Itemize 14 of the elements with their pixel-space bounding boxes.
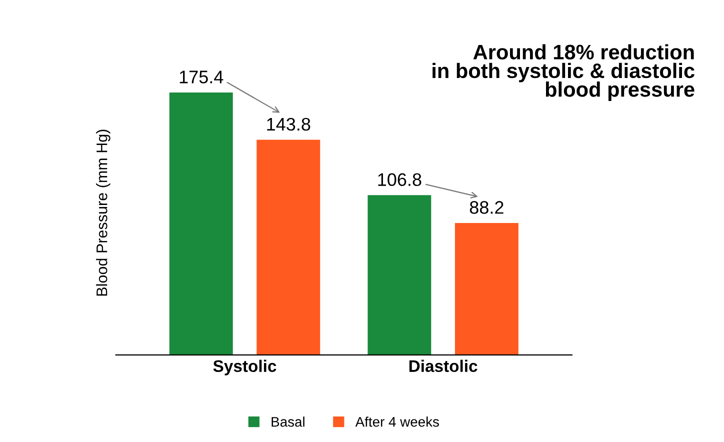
data-label: 88.2: [470, 201, 504, 214]
x-tick-label: Systolic: [213, 360, 276, 376]
bar: [368, 195, 432, 355]
bar: [256, 140, 320, 355]
data-label: 106.8: [378, 173, 422, 186]
chart-title: Around 18% reduction in both systolic & diastolic blood pressure: [432, 44, 694, 101]
bar: [454, 222, 518, 355]
legend-label: After 4 weeks: [355, 416, 439, 427]
x-tick-label: Diastolic: [409, 360, 478, 372]
y-axis-title: Blood Pressure (mm Hg): [96, 130, 110, 296]
bar: [169, 92, 233, 355]
legend-label: Basal: [272, 416, 304, 427]
data-label: 143.8: [267, 118, 310, 131]
data-label: 175.4: [180, 70, 224, 84]
